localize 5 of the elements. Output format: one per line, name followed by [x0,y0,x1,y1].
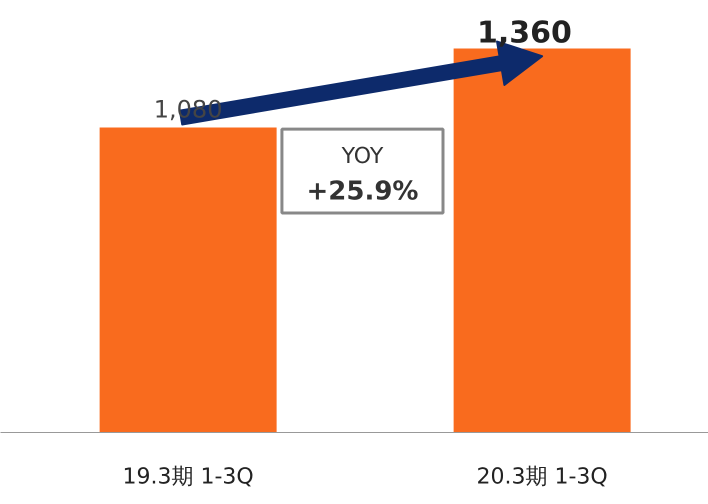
annotation: YOY [340,144,384,170]
x-tick-label: 19.3期 1-3Q [122,464,254,490]
data-label: 1,360 [476,16,572,50]
x-tick-label: 20.3期 1-3Q [476,464,608,490]
annotation: +25.9% [306,176,418,207]
